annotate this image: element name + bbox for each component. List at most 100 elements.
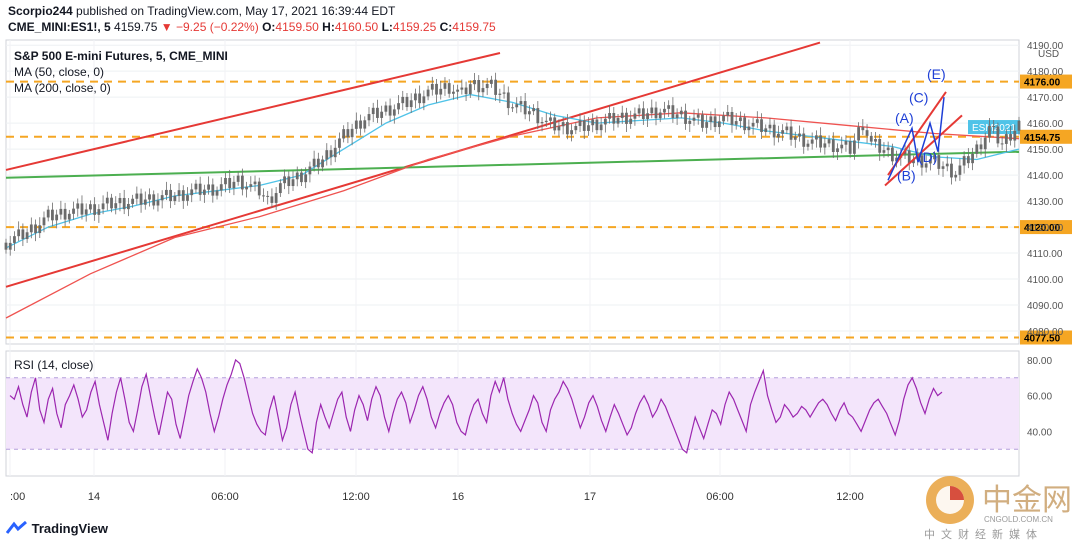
candle-body: [743, 117, 747, 131]
candle-body: [950, 163, 953, 178]
candle-body: [570, 130, 573, 135]
candle-body: [304, 174, 308, 183]
candle-body: [852, 140, 856, 154]
candle-body: [202, 189, 206, 195]
candle-body: [595, 119, 599, 131]
ma50-legend[interactable]: MA (50, close, 0): [14, 65, 105, 79]
candle-body: [696, 114, 700, 118]
contract-label: ESM2021: [972, 123, 1016, 134]
candle-body: [591, 119, 595, 126]
candle-body: [452, 91, 455, 94]
candle-body: [747, 126, 751, 131]
candle-body: [380, 111, 384, 118]
candle-body: [101, 203, 105, 210]
candle-body: [553, 117, 557, 131]
candle-body: [262, 195, 265, 197]
candle-body: [603, 118, 607, 125]
price-tick-label: 4170.00: [1027, 93, 1064, 104]
symbol[interactable]: CME_MINI:ES1!, 5: [8, 20, 111, 34]
low-label: L:: [381, 20, 393, 34]
candle-body: [498, 93, 502, 95]
candle-body: [701, 114, 704, 128]
candle-body: [350, 128, 354, 138]
tradingview-logo[interactable]: TradingView: [5, 520, 108, 536]
cngold-seal-icon: 中金网 CNGOLD.COM.CN 中文财经新媒体: [924, 476, 1072, 541]
candle-body: [55, 214, 59, 221]
rsi-tick-label: 60.00: [1027, 392, 1052, 403]
candle-body: [730, 111, 734, 125]
candle-body: [599, 124, 603, 131]
candle-body: [544, 120, 548, 123]
candle-body: [527, 111, 531, 115]
candle-body: [325, 150, 329, 160]
time-tick-label: 17: [584, 491, 596, 503]
price-tick-label: 4140.00: [1027, 171, 1064, 182]
time-tick-label: 06:00: [211, 491, 239, 503]
candle-body: [164, 189, 168, 196]
level-tag: [1020, 74, 1072, 89]
candle-body: [93, 204, 97, 215]
time-tick-label: 16: [452, 491, 464, 503]
candle-body: [928, 159, 932, 164]
candle-body: [295, 172, 299, 180]
candle-body: [21, 229, 25, 240]
svg-text:CNGOLD.COM.CN: CNGOLD.COM.CN: [984, 515, 1053, 524]
rsi-legend[interactable]: RSI (14, close): [14, 358, 94, 372]
candle-body: [249, 184, 253, 187]
candle-body: [937, 155, 941, 169]
rsi-tick-label: 80.00: [1027, 356, 1052, 367]
high-label: H:: [322, 20, 335, 34]
candle-body: [692, 117, 696, 121]
ma200-legend[interactable]: MA (200, close, 0): [14, 81, 111, 95]
candle-body: [17, 229, 21, 237]
candle-body: [46, 209, 50, 218]
candle-body: [287, 176, 291, 187]
wave-label: (A): [895, 110, 914, 126]
publisher-name[interactable]: Scorpio244: [8, 4, 73, 18]
candle-body: [274, 193, 278, 203]
candle-body: [549, 117, 552, 121]
level-tag: [1020, 220, 1072, 235]
candle-body: [684, 110, 687, 124]
candle-body: [181, 190, 185, 201]
candle-body: [177, 190, 181, 196]
candle-body: [198, 183, 202, 195]
candle-body: [755, 119, 759, 123]
candle-body: [312, 158, 316, 167]
candle-body: [561, 122, 565, 127]
candle-body: [933, 155, 936, 160]
candle-body: [169, 189, 173, 202]
candle-body: [971, 153, 974, 164]
candle-body: [532, 108, 536, 112]
candle-body: [722, 115, 725, 122]
rsi-line: [9, 358, 943, 454]
candle-body: [477, 80, 481, 93]
candle-body: [283, 176, 286, 184]
candle-body: [836, 148, 839, 152]
candle-body: [135, 193, 139, 199]
candle-body: [245, 186, 248, 190]
candle-body: [777, 133, 780, 138]
candle-body: [257, 181, 261, 196]
candle-body: [207, 184, 210, 190]
candle-body: [945, 163, 949, 167]
candle-body: [785, 126, 789, 131]
candle-body: [131, 198, 135, 204]
candle-body: [578, 120, 582, 127]
candle-body: [359, 120, 362, 129]
candle-body: [439, 88, 443, 95]
price-tick-label: 4190.00: [1027, 41, 1064, 52]
candle-body: [511, 107, 514, 109]
published-text: published on TradingView.com, May 17, 20…: [76, 4, 396, 18]
candle-body: [671, 105, 675, 118]
candle-body: [823, 143, 827, 148]
candle-body: [156, 200, 160, 206]
candle-body: [414, 93, 417, 101]
price-tick-label: 4130.00: [1027, 197, 1064, 208]
price-tick-label: 4080.00: [1027, 327, 1064, 338]
price-tick-label: 4120.00: [1027, 223, 1064, 234]
candle-body: [224, 177, 227, 185]
candle-body: [865, 130, 869, 136]
ma200-line: [5, 112, 1020, 319]
